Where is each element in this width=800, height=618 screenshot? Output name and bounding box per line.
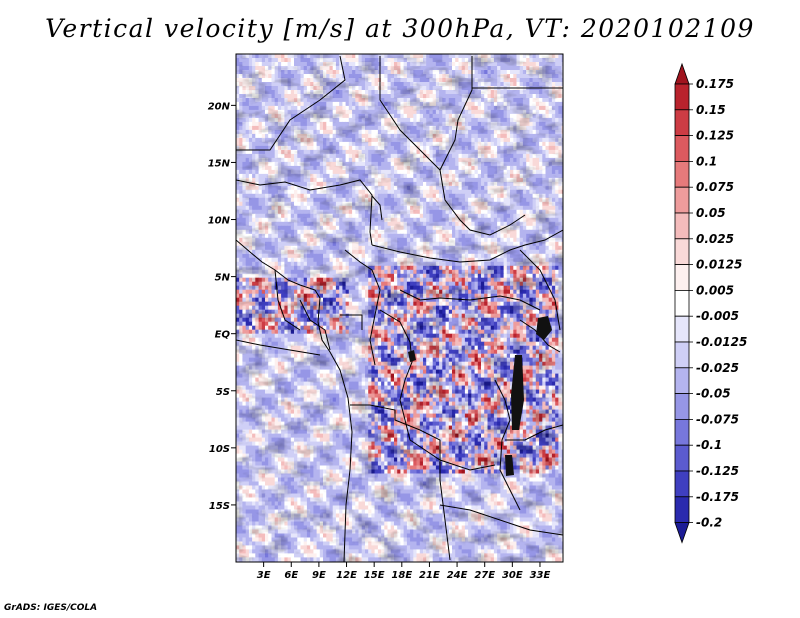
- map-area: [236, 54, 563, 562]
- chart-title: Vertical velocity [m/s] at 300hPa, VT: 2…: [45, 14, 755, 43]
